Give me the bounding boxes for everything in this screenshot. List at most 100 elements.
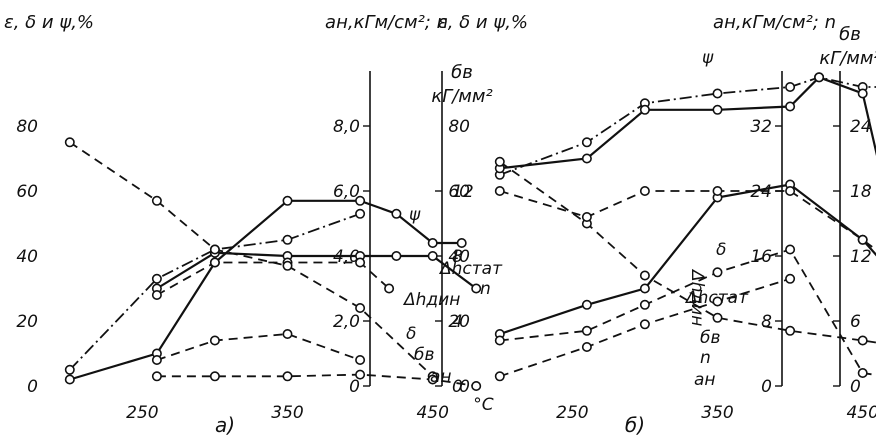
series-label: δ	[716, 240, 726, 260]
right-axis1-tick-label: 6,0	[333, 182, 360, 202]
data-point	[151, 371, 162, 382]
data-point	[857, 335, 868, 346]
data-point	[391, 251, 402, 262]
series-line	[69, 199, 462, 381]
data-point	[282, 371, 293, 382]
data-point	[814, 72, 825, 83]
data-point	[427, 374, 438, 385]
data-point	[427, 238, 438, 249]
data-point	[494, 186, 505, 197]
data-point	[494, 335, 505, 346]
left-tick-label: 60	[16, 182, 38, 202]
right-axis1-tick-label: 8	[761, 312, 772, 332]
data-point	[151, 273, 162, 284]
left-axis-title: ε, δ и ψ,%	[4, 12, 94, 33]
right-axis1-title: aн,кГм/см²; n	[713, 12, 836, 33]
series-label: n	[480, 279, 491, 299]
series-7: aн	[494, 244, 876, 390]
right-axis2-title-line2: кГ/мм²	[819, 48, 876, 69]
left-axis-title: ε, δ и ψ,%	[438, 12, 528, 33]
right-axis2-tick-label: 0	[850, 377, 861, 397]
right-axis1-title: aн,кГм/см²; n	[325, 12, 448, 33]
data-point	[857, 234, 868, 245]
data-point	[209, 257, 220, 268]
data-point	[639, 186, 650, 197]
data-point	[471, 283, 482, 294]
right-axis2-tick-label: 4	[452, 312, 463, 332]
chart-b: ε, δ и ψ,% aн,кГм/см²; nбвкГ/мм²020406080…	[438, 12, 876, 437]
left-tick-label: 40	[448, 247, 470, 267]
series-6: δ	[151, 324, 416, 365]
left-tick-label: 80	[448, 117, 470, 137]
series-line	[69, 212, 361, 371]
series-4: Δhдин	[151, 257, 460, 310]
data-point	[639, 299, 650, 310]
series-5: бв	[64, 137, 438, 382]
chart-caption: б)	[625, 413, 645, 437]
data-point	[282, 328, 293, 339]
x-axis-unit: °C	[473, 395, 494, 415]
right-axis2-title-line2: кГ/мм²	[431, 86, 492, 107]
data-point	[639, 104, 650, 115]
data-point	[384, 283, 395, 294]
data-point	[282, 260, 293, 271]
right-axis1-tick-label: 24	[750, 182, 772, 202]
series-2: n	[494, 72, 876, 368]
x-tick-label: 450	[416, 403, 448, 423]
data-point	[355, 369, 366, 380]
left-tick-label: 60	[448, 182, 470, 202]
data-point	[581, 153, 592, 164]
series-1: ψ	[64, 205, 421, 375]
data-point	[581, 212, 592, 223]
data-point	[209, 244, 220, 255]
series-3: Δhстат	[494, 179, 876, 339]
series-label: aн	[430, 367, 452, 387]
series-label: aн	[694, 370, 716, 390]
chart-caption: а)	[215, 413, 235, 437]
x-tick-label: 350	[701, 403, 733, 423]
data-point	[151, 195, 162, 206]
data-point	[282, 234, 293, 245]
data-point	[712, 104, 723, 115]
data-point	[494, 371, 505, 382]
data-point	[355, 302, 366, 313]
data-point	[64, 137, 75, 148]
series-label: δ	[406, 324, 416, 344]
series-line	[156, 373, 477, 387]
left-tick-label: 20	[448, 312, 470, 332]
data-point	[712, 312, 723, 323]
series-label: Δhдин	[687, 268, 707, 326]
data-point	[785, 244, 796, 255]
series-7: aн	[151, 367, 482, 391]
data-point	[494, 156, 505, 167]
series-label: бв	[700, 328, 721, 348]
right-axis1-tick-label: 8,0	[333, 117, 360, 137]
right-axis1-tick-label: 32	[750, 117, 772, 137]
right-axis2-tick-label: 6	[850, 312, 861, 332]
data-point	[857, 88, 868, 99]
data-point	[712, 88, 723, 99]
series-label: бв	[414, 345, 435, 365]
series-line	[156, 333, 361, 361]
series-line	[69, 141, 434, 377]
data-point	[471, 380, 482, 391]
series-label: n	[700, 348, 711, 368]
series-line	[499, 76, 876, 176]
series-label: ψ	[702, 48, 714, 68]
right-axis2-tick-label: 0	[452, 377, 463, 397]
right-axis2-tick-label: 12	[850, 247, 872, 267]
data-point	[209, 335, 220, 346]
right-axis2-tick-label: 24	[850, 117, 872, 137]
data-point	[456, 238, 467, 249]
x-tick-label: 250	[126, 403, 158, 423]
data-point	[785, 101, 796, 112]
data-point	[581, 137, 592, 148]
data-point	[857, 367, 868, 378]
data-point	[282, 195, 293, 206]
data-point	[355, 354, 366, 365]
data-point	[355, 195, 366, 206]
data-point	[712, 296, 723, 307]
data-point	[355, 257, 366, 268]
x-tick-label: 350	[271, 403, 303, 423]
data-point	[355, 208, 366, 219]
